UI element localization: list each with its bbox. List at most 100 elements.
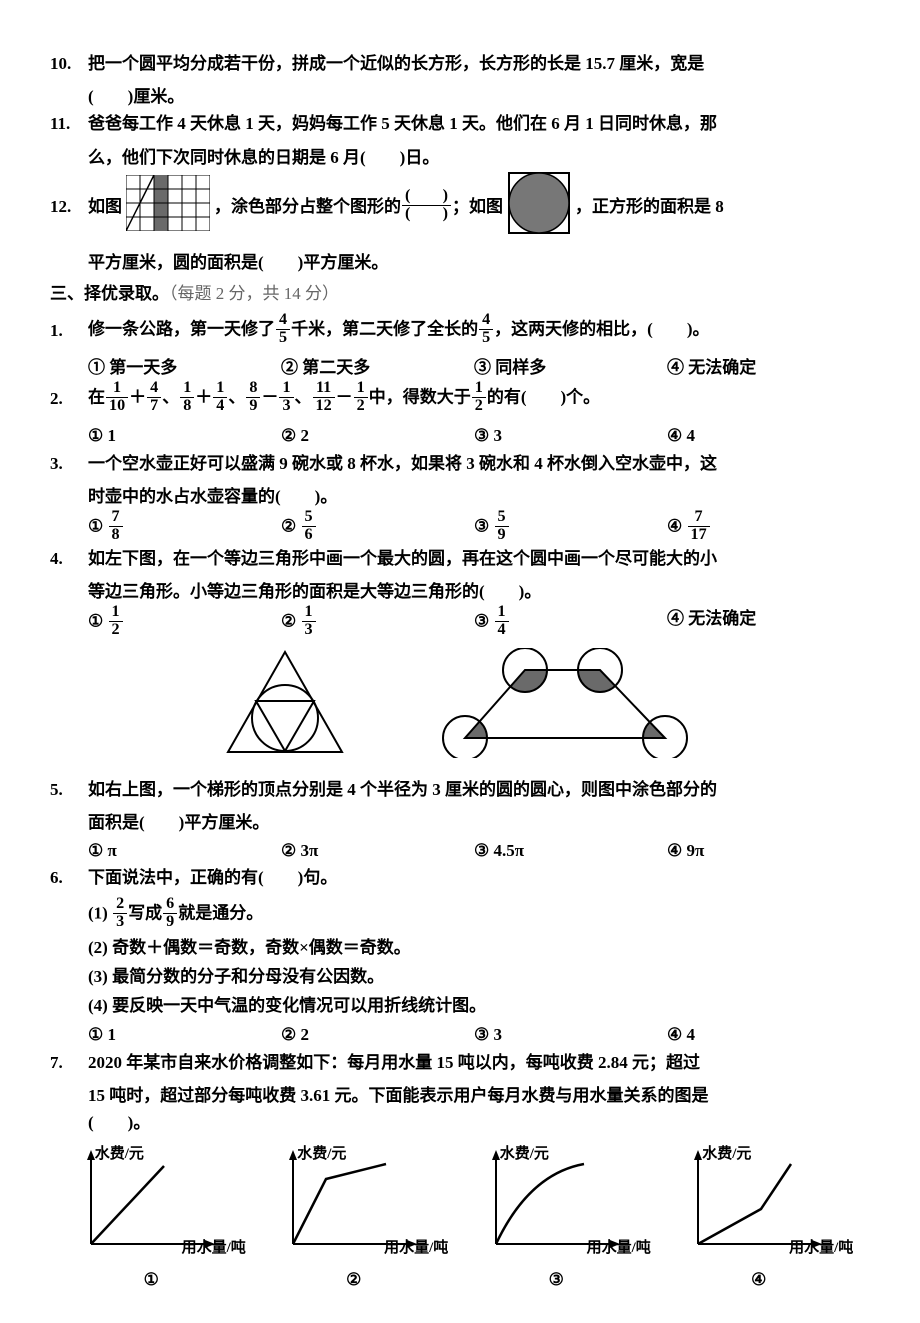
x-axis-label: 用水量/吨: [587, 1236, 651, 1260]
question-10: 10. 把一个圆平均分成若干份，拼成一个近似的长方形，长方形的长是 15.7 厘…: [50, 50, 860, 77]
graph-3: 水费/元 用水量/吨 ③: [474, 1144, 639, 1293]
y-axis-label: 水费/元: [702, 1142, 751, 1166]
question-11: 11. 爸爸每工作 4 天休息 1 天，妈妈每工作 5 天休息 1 天。他们在 …: [50, 110, 860, 137]
q4-q5-figures: [50, 648, 860, 766]
trapezoid-circles-figure: [440, 648, 690, 766]
mc-question-4: 4. 如左下图，在一个等边三角形中画一个最大的圆，再在这个圆中画一个尽可能大的小: [50, 545, 860, 572]
option-2: ② 56: [281, 510, 474, 545]
blank-fraction: ( ) ( ): [402, 188, 451, 223]
question-text: 如图 ，涂色部分占整个图形的 ( ) ( ) ；如图: [88, 171, 860, 243]
question-10-line2: ( )厘米。: [88, 83, 860, 110]
y-axis-label: 水费/元: [500, 1142, 549, 1166]
option-1: ① 1: [88, 1021, 281, 1048]
mc-question-1: 1. 修一条公路，第一天修了45千米，第二天修了全长的45，这两天修的相比，( …: [50, 313, 860, 348]
text: ；如图: [452, 193, 503, 220]
question-text: 爸爸每工作 4 天休息 1 天，妈妈每工作 5 天休息 1 天。他们在 6 月 …: [88, 110, 860, 137]
question-number: 3.: [50, 450, 88, 477]
option-2: ② 第二天多: [281, 354, 474, 381]
triangle-circle-figure: [220, 648, 350, 766]
option-4: ④ 无法确定: [667, 354, 860, 381]
option-3: ③ 4.5π: [474, 837, 667, 864]
option-3: ③ 59: [474, 510, 667, 545]
grid-figure: [126, 175, 210, 239]
mc-question-2: 2. 在110＋47、18＋14、89－13、1112－12中，得数大于12的有…: [50, 381, 860, 416]
q6-item-1: (1) 23写成69就是通分。: [88, 897, 860, 932]
q6-item-2: (2) 奇数＋偶数＝奇数，奇数×偶数＝奇数。: [88, 934, 860, 961]
mc-q2-options: ① 1 ② 2 ③ 3 ④ 4: [88, 422, 860, 449]
option-1: ① π: [88, 837, 281, 864]
question-number: 10.: [50, 50, 88, 77]
mc-question-3: 3. 一个空水壶正好可以盛满 9 碗水或 8 杯水，如果将 3 碗水和 4 杯水…: [50, 450, 860, 477]
option-4: ④ 无法确定: [667, 605, 860, 640]
option-2: ② 2: [281, 1021, 474, 1048]
mc-q3-options: ① 78 ② 56 ③ 59 ④ 717: [88, 510, 860, 545]
q6-item-3: (3) 最简分数的分子和分母没有公因数。: [88, 963, 860, 990]
option-4: ④ 717: [667, 510, 860, 545]
question-12: 12. 如图 ，涂色部分占整个图形的 ( ) ( ) ；如图: [50, 171, 860, 243]
option-1: ① 第一天多: [88, 354, 281, 381]
option-4: ④ 9π: [667, 837, 860, 864]
mc-question-7: 7. 2020 年某市自来水价格调整如下：每月用水量 15 吨以内，每吨收费 2…: [50, 1049, 860, 1076]
mc-q4-line2: 等边三角形。小等边三角形的面积是大等边三角形的( )。: [88, 578, 860, 605]
graph-1: 水费/元 用水量/吨 ①: [69, 1144, 234, 1293]
option-1: ① 78: [88, 510, 281, 545]
option-1: ① 12: [88, 605, 281, 640]
question-text: 在110＋47、18＋14、89－13、1112－12中，得数大于12的有( )…: [88, 381, 860, 416]
mc-q4-options: ① 12 ② 13 ③ 14 ④ 无法确定: [88, 605, 860, 640]
question-number: 1.: [50, 317, 88, 344]
section-title-text: 三、择优录取。: [50, 284, 169, 303]
mc-q3-line2: 时壶中的水占水壶容量的( )。: [88, 483, 860, 510]
mc-q7-line2: 15 吨时，超过部分每吨收费 3.61 元。下面能表示用户每月水费与用水量关系的…: [88, 1082, 860, 1109]
circle-in-square-figure: [507, 171, 571, 243]
option-3: ③ 同样多: [474, 354, 667, 381]
option-3: ③ 3: [474, 1021, 667, 1048]
question-11-line2: 么，他们下次同时休息的日期是 6 月( )日。: [88, 144, 860, 171]
graph-id: ③: [474, 1266, 639, 1293]
x-axis-label: 用水量/吨: [789, 1236, 853, 1260]
section-note: （每题 2 分，共 14 分）: [169, 284, 339, 303]
option-2: ② 13: [281, 605, 474, 640]
option-4: ④ 4: [667, 422, 860, 449]
mc-q5-options: ① π ② 3π ③ 4.5π ④ 9π: [88, 837, 860, 864]
text: ，涂色部分占整个图形的: [214, 193, 401, 220]
graph-id: ②: [271, 1266, 436, 1293]
question-text: 把一个圆平均分成若干份，拼成一个近似的长方形，长方形的长是 15.7 厘米，宽是: [88, 50, 860, 77]
question-text: 如左下图，在一个等边三角形中画一个最大的圆，再在这个圆中画一个尽可能大的小: [88, 545, 860, 572]
question-number: 6.: [50, 864, 88, 891]
mc-question-6: 6. 下面说法中，正确的有( )句。: [50, 864, 860, 891]
question-number: 5.: [50, 776, 88, 803]
question-text: 下面说法中，正确的有( )句。: [88, 864, 860, 891]
q6-item-4: (4) 要反映一天中气温的变化情况可以用折线统计图。: [88, 992, 860, 1019]
x-axis-label: 用水量/吨: [384, 1236, 448, 1260]
text: ，正方形的面积是 8: [575, 193, 724, 220]
y-axis-label: 水费/元: [297, 1142, 346, 1166]
graph-id: ①: [69, 1266, 234, 1293]
graph-4: 水费/元 用水量/吨 ④: [676, 1144, 841, 1293]
question-number: 11.: [50, 110, 88, 137]
question-number: 7.: [50, 1049, 88, 1076]
option-2: ② 3π: [281, 837, 474, 864]
section-3-title: 三、择优录取。（每题 2 分，共 14 分）: [50, 280, 860, 307]
question-text: 如右上图，一个梯形的顶点分别是 4 个半径为 3 厘米的圆的圆心，则图中涂色部分…: [88, 776, 860, 803]
option-4: ④ 4: [667, 1021, 860, 1048]
y-axis-label: 水费/元: [95, 1142, 144, 1166]
question-number: 2.: [50, 385, 88, 412]
question-text: 修一条公路，第一天修了45千米，第二天修了全长的45，这两天修的相比，( )。: [88, 313, 860, 348]
q7-graphs: 水费/元 用水量/吨 ① 水费/元 用水量/吨 ②: [50, 1144, 860, 1293]
x-axis-label: 用水量/吨: [182, 1236, 246, 1260]
option-3: ③ 3: [474, 422, 667, 449]
option-2: ② 2: [281, 422, 474, 449]
graph-2: 水费/元 用水量/吨 ②: [271, 1144, 436, 1293]
mc-q5-line2: 面积是( )平方厘米。: [88, 809, 860, 836]
question-12-line2: 平方厘米，圆的面积是( )平方厘米。: [88, 249, 860, 276]
question-text: 2020 年某市自来水价格调整如下：每月用水量 15 吨以内，每吨收费 2.84…: [88, 1049, 860, 1076]
question-text: 一个空水壶正好可以盛满 9 碗水或 8 杯水，如果将 3 碗水和 4 杯水倒入空…: [88, 450, 860, 477]
question-number: 4.: [50, 545, 88, 572]
text: 如图: [88, 193, 122, 220]
mc-question-5: 5. 如右上图，一个梯形的顶点分别是 4 个半径为 3 厘米的圆的圆心，则图中涂…: [50, 776, 860, 803]
option-1: ① 1: [88, 422, 281, 449]
mc-q6-options: ① 1 ② 2 ③ 3 ④ 4: [88, 1021, 860, 1048]
mc-q7-line3: ( )。: [88, 1109, 860, 1136]
mc-q1-options: ① 第一天多 ② 第二天多 ③ 同样多 ④ 无法确定: [88, 354, 860, 381]
graph-id: ④: [676, 1266, 841, 1293]
